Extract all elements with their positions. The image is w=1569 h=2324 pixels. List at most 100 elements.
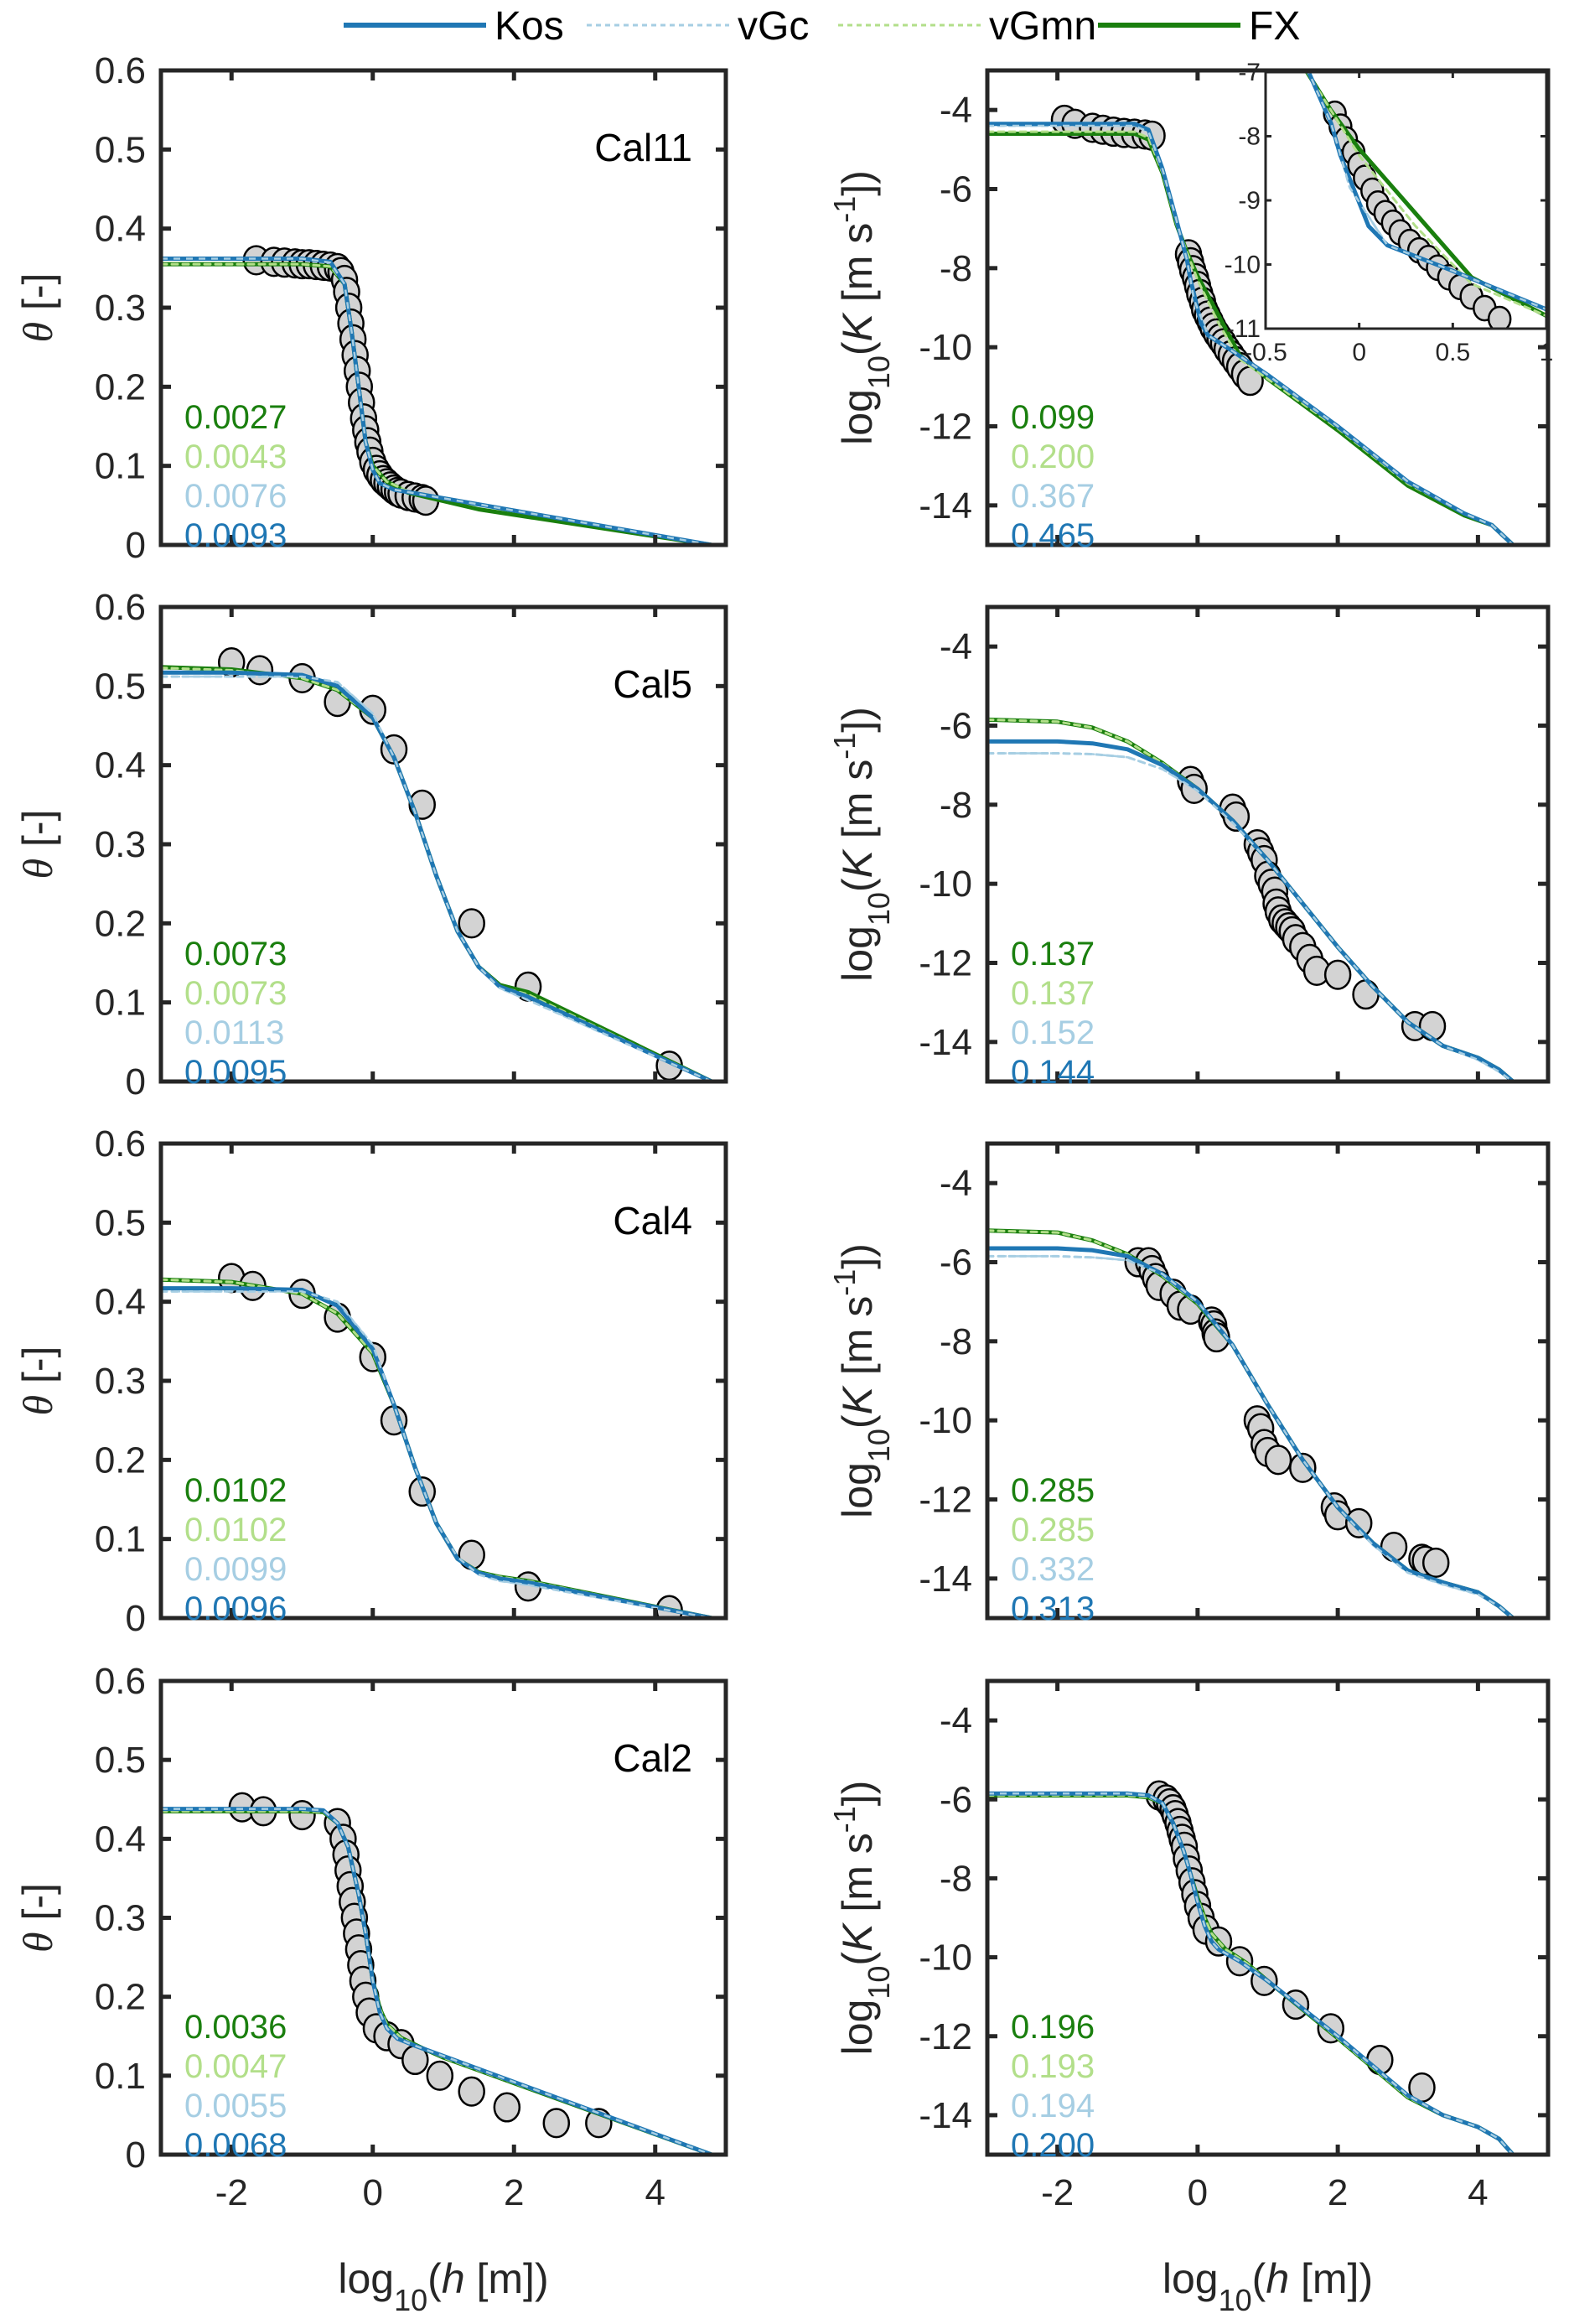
y-tick-label: -7 xyxy=(1238,59,1261,86)
y-tick-label: 0.1 xyxy=(95,446,146,487)
x-label-sub: 10 xyxy=(1219,2283,1252,2317)
y-tick-label: -10 xyxy=(919,1938,972,1979)
x-tick-label: 2 xyxy=(504,2172,524,2213)
y-axis-label: log10(K [m s-1]) xyxy=(827,170,896,445)
y-tick-label: -10 xyxy=(919,864,972,905)
y-label-var: θ xyxy=(14,1932,61,1953)
series-line-vgc-overlay xyxy=(987,1792,1515,2155)
x-label-prefix: log xyxy=(1163,2255,1219,2302)
data-points xyxy=(1145,1780,1436,2104)
metric-vgc: 0.194 xyxy=(1011,2088,1095,2124)
y-tick-label: -14 xyxy=(919,485,972,527)
metric-vgmn: 0.200 xyxy=(1011,438,1095,475)
y-tick-label: 0.6 xyxy=(95,50,146,91)
y-label-var: K xyxy=(834,1922,881,1952)
legend-label: vGc xyxy=(738,4,809,49)
panel-title: Cal4 xyxy=(613,1199,692,1242)
y-tick-label: -8 xyxy=(940,1321,972,1362)
y-label-mid: [m s xyxy=(834,1296,881,1387)
data-points xyxy=(1177,765,1447,1042)
x-tick-label: 0 xyxy=(1352,339,1366,366)
metric-fx: 0.285 xyxy=(1011,1472,1095,1509)
panel-title: Cal5 xyxy=(613,662,692,706)
x-axis-label: log10(h [m]) xyxy=(338,2255,548,2317)
y-tick-label: 0.3 xyxy=(95,1361,146,1402)
y-label-close: ]) xyxy=(834,1243,881,1269)
y-tick-label: -9 xyxy=(1238,187,1261,215)
series-line-fx xyxy=(1304,72,1546,319)
y-tick-label: 0.1 xyxy=(95,983,146,1024)
series-group xyxy=(161,1277,714,1618)
panel-title: Cal2 xyxy=(613,1736,692,1780)
panel-title: Cal11 xyxy=(594,126,692,169)
x-tick-label: -2 xyxy=(1041,2172,1074,2213)
legend-entry-fx: FX xyxy=(1098,4,1300,49)
y-label-sub: 10 xyxy=(862,1966,896,2000)
y-label-sup: -1 xyxy=(827,1806,862,1833)
y-tick-label: -6 xyxy=(940,169,972,210)
series-line-vgc-overlay xyxy=(161,1808,712,2155)
y-label-sub: 10 xyxy=(862,892,896,926)
x-tick-label: 0 xyxy=(1188,2172,1208,2213)
legend-entry-vgc: vGc xyxy=(587,4,809,49)
legend-entry-vgmn: vGmn xyxy=(838,4,1096,49)
data-point xyxy=(542,2108,571,2139)
data-points xyxy=(228,1792,613,2139)
data-point xyxy=(1380,1532,1408,1563)
y-tick-label: -12 xyxy=(919,1480,972,1521)
metric-kos: 0.0096 xyxy=(184,1590,287,1627)
y-axis-label: θ [-] xyxy=(14,273,61,343)
metric-vgmn: 0.0102 xyxy=(184,1512,287,1548)
axes-frame xyxy=(158,1678,728,2157)
panel-cal11-k: -4-6-8-10-12-140.0990.2000.3670.465log10… xyxy=(827,59,1554,554)
panel-cal5-theta: 00.10.20.30.40.50.6Cal50.00730.00730.011… xyxy=(14,587,728,1102)
series-line-vgc-overlay xyxy=(987,752,1514,1082)
x-tick-label: 0 xyxy=(363,2172,383,2213)
inset-axes: -0.5 0 0.5 1 -7 -8 -9 -10 -11 xyxy=(1225,59,1554,366)
y-tick-label: -14 xyxy=(919,1559,972,1600)
y-label-open: ( xyxy=(834,1414,881,1429)
x-tick-label: -0.5 xyxy=(1244,339,1287,366)
y-label-sup: -1 xyxy=(827,196,862,223)
y-axis-label: θ [-] xyxy=(14,1346,61,1416)
y-tick-label: 0.3 xyxy=(95,288,146,329)
panel-cal5-k: -4-6-8-10-12-140.1370.1370.1520.144log10… xyxy=(827,604,1551,1091)
metric-vgc: 0.0113 xyxy=(184,1014,284,1051)
metric-vgmn: 0.0073 xyxy=(184,975,287,1012)
series-line-vgc-overlay xyxy=(987,1255,1515,1618)
metric-vgc: 0.0099 xyxy=(184,1551,287,1588)
y-tick-label: -4 xyxy=(940,1700,972,1741)
series-group xyxy=(987,1791,1515,2155)
data-point xyxy=(1418,1010,1447,1042)
metric-fx: 0.0036 xyxy=(184,2009,287,2046)
y-label-open: ( xyxy=(834,1952,881,1966)
metric-kos: 0.144 xyxy=(1011,1054,1095,1091)
axes-frame xyxy=(985,604,1551,1084)
y-tick-label: -8 xyxy=(940,248,972,289)
x-tick-label: 0.5 xyxy=(1435,339,1470,366)
metric-vgc: 0.0055 xyxy=(184,2088,287,2124)
y-label-prefix: log xyxy=(834,1462,881,1518)
data-point xyxy=(458,2076,485,2107)
y-tick-label: -10 xyxy=(919,327,972,368)
y-label-sub: 10 xyxy=(862,355,896,389)
series-line-kos xyxy=(161,1286,714,1618)
data-point xyxy=(1344,1507,1373,1538)
series-group xyxy=(987,122,1515,545)
series-line-kos xyxy=(1306,72,1546,312)
y-tick-label: -11 xyxy=(1226,315,1261,343)
y-label-unit: [-] xyxy=(14,810,61,859)
y-label-unit: [-] xyxy=(14,273,61,322)
y-tick-label: -8 xyxy=(1238,123,1261,151)
y-label-prefix: log xyxy=(834,2000,881,2056)
series-line-vgmn xyxy=(1305,72,1546,318)
legend-label: vGmn xyxy=(989,4,1096,49)
metric-vgc: 0.0076 xyxy=(184,478,287,515)
x-tick-label: 1 xyxy=(1540,339,1554,366)
metric-vgmn: 0.193 xyxy=(1011,2048,1095,2085)
axes-frame xyxy=(158,1141,728,1621)
y-tick-label: -6 xyxy=(940,1779,972,1820)
axes-frame xyxy=(985,1678,1551,2157)
y-tick-label: 0.4 xyxy=(95,209,146,250)
y-tick-label: -12 xyxy=(919,2016,972,2057)
